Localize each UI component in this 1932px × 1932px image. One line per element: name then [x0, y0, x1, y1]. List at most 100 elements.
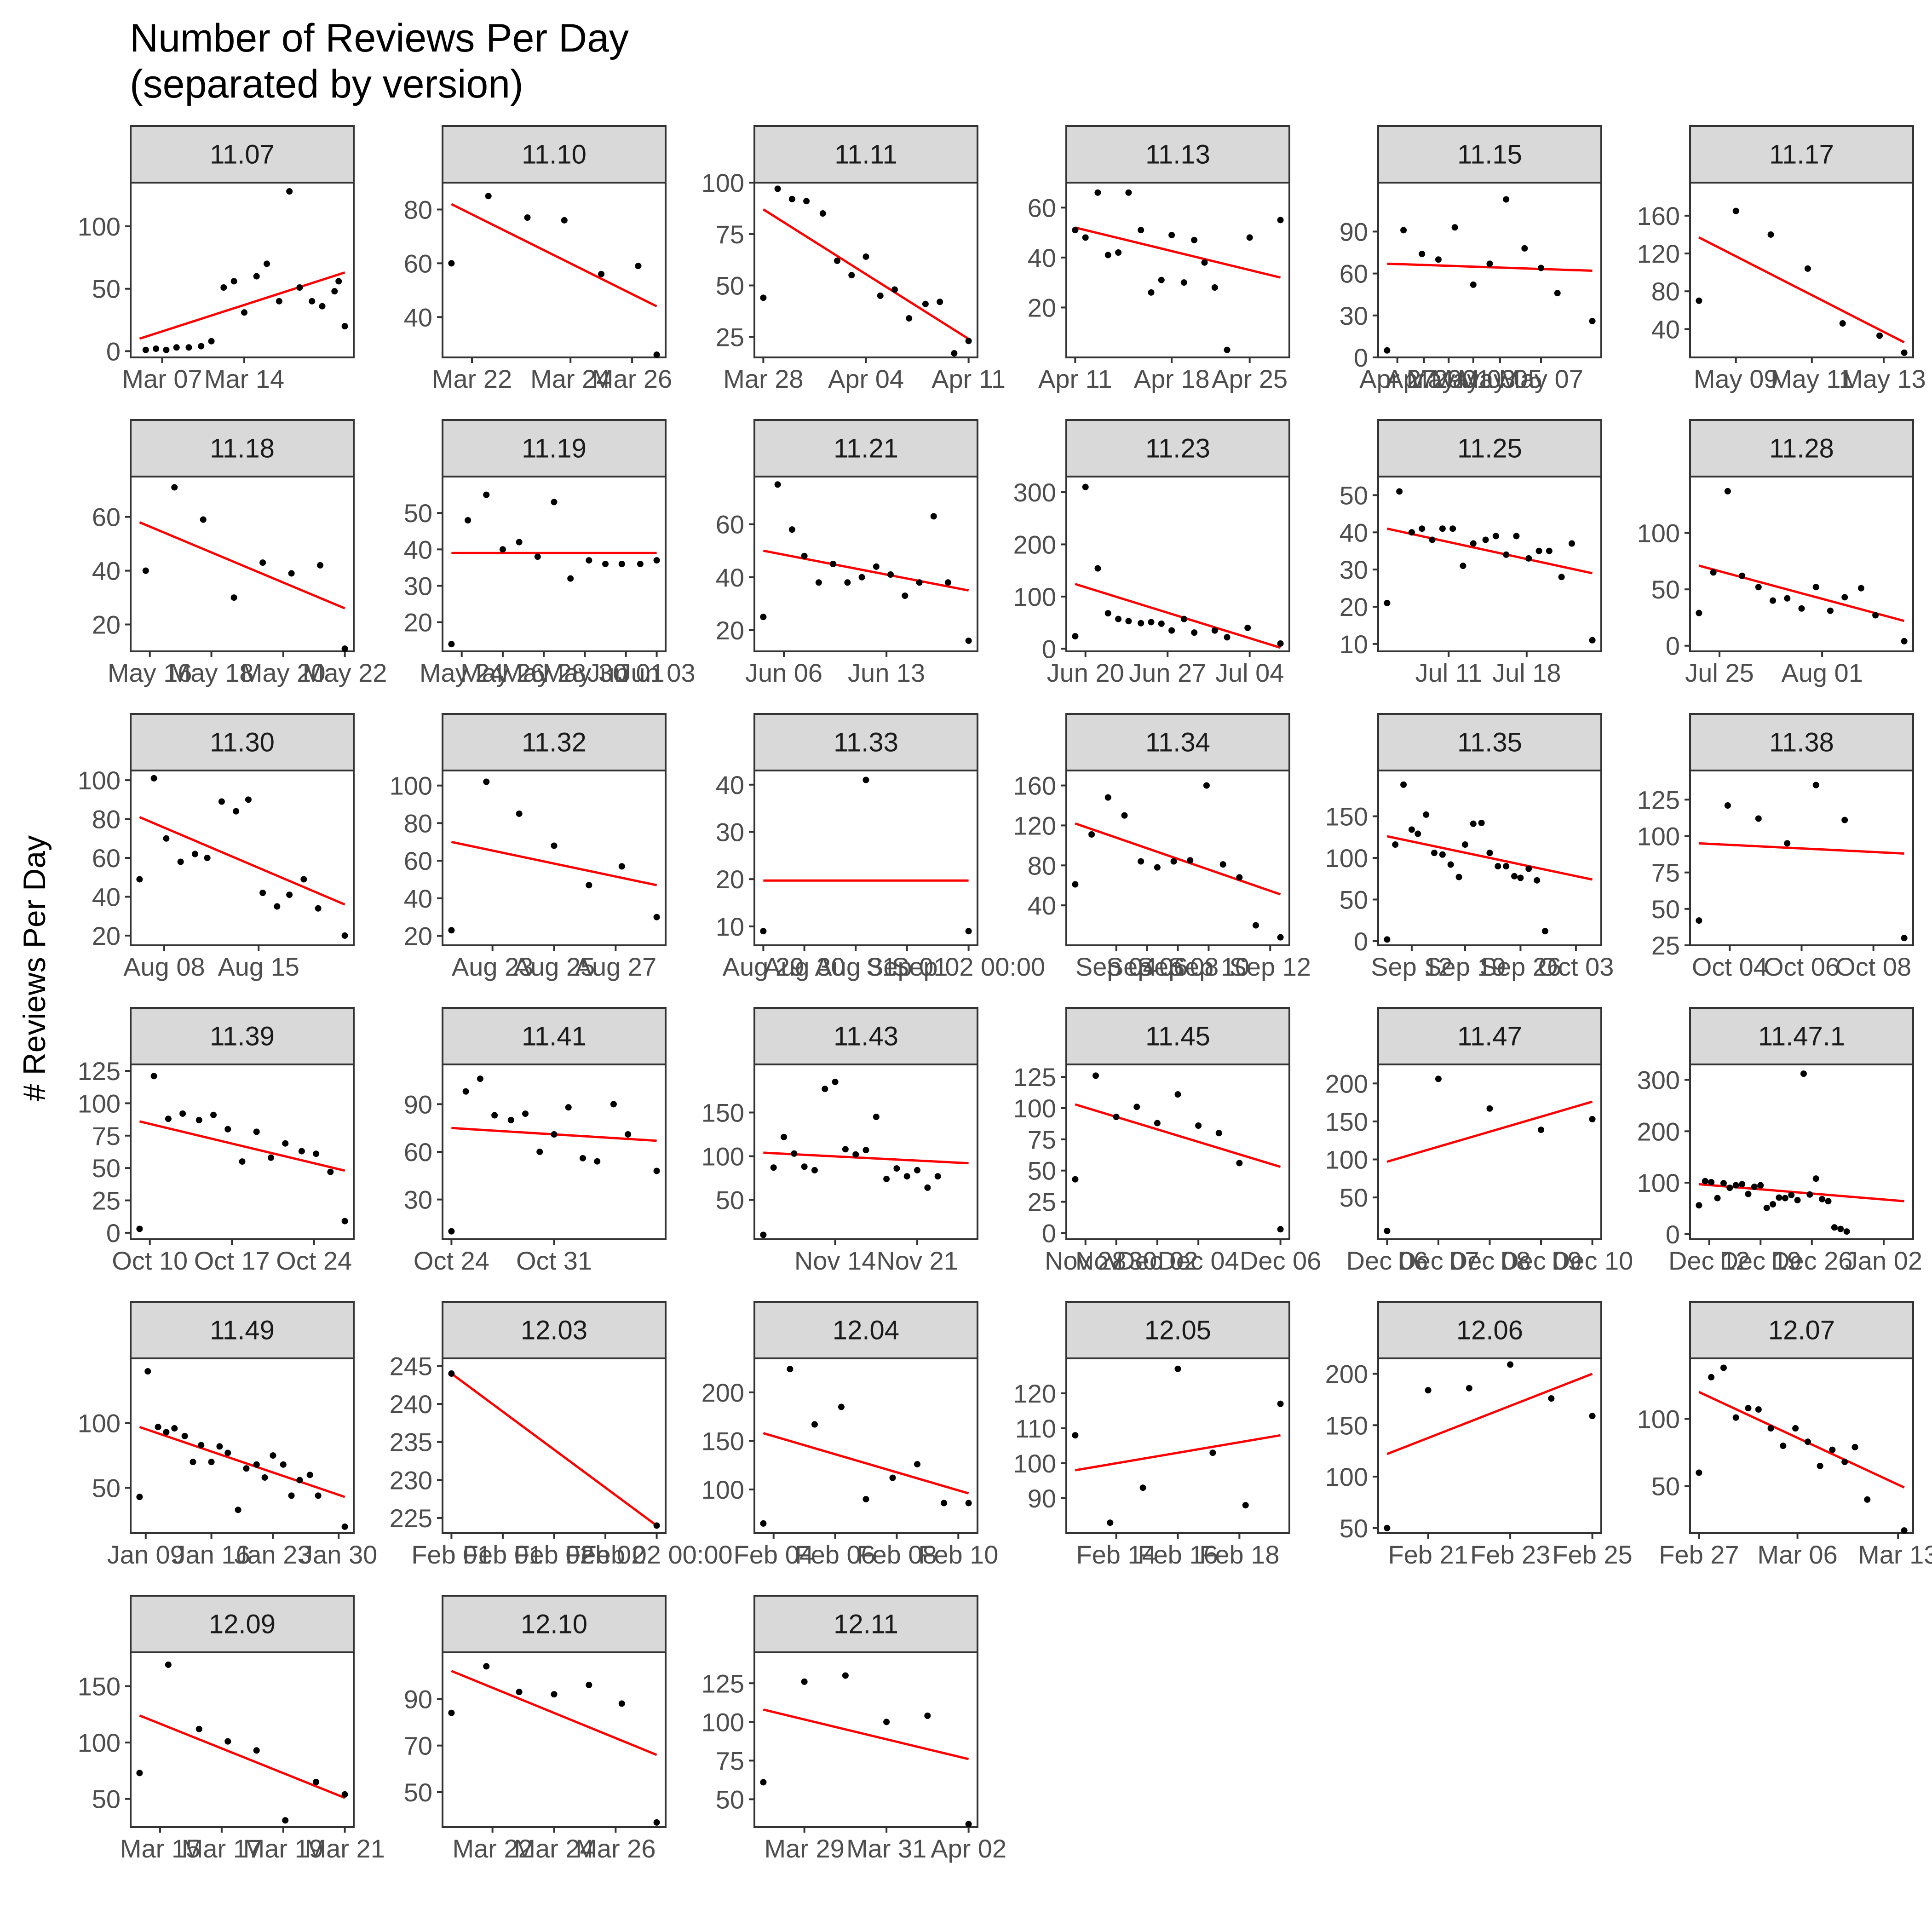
data-point — [1277, 217, 1284, 224]
data-point — [1219, 861, 1226, 868]
x-tick-label: Sep 01 — [866, 952, 948, 981]
x-tick-label: Dec 06 — [1240, 1246, 1321, 1275]
data-point — [862, 776, 869, 783]
facet-plot-area — [1689, 770, 1914, 946]
y-tick-label: 100 — [1637, 519, 1680, 548]
x-tick-label: Jun 03 — [618, 658, 696, 687]
y-tick-label: 90 — [1028, 1484, 1056, 1513]
y-tick-label: 100 — [702, 168, 744, 197]
trend-line — [1387, 262, 1593, 272]
y-tick-label: 40 — [716, 770, 744, 799]
data-point — [1751, 1184, 1758, 1190]
y-tick-label: 20 — [404, 922, 432, 951]
y-tick-label: 75 — [1028, 1125, 1056, 1154]
y-tick-label: 50 — [1651, 1472, 1680, 1501]
data-point — [296, 1477, 303, 1484]
y-tick-label: 200 — [1637, 1117, 1680, 1146]
facet-strip-label: 11.49 — [210, 1316, 275, 1346]
data-point — [944, 579, 951, 586]
data-point — [653, 351, 660, 358]
y-tick-label: 100 — [1013, 1449, 1056, 1478]
facet-strip — [1065, 1301, 1290, 1359]
data-point — [298, 1148, 305, 1155]
data-point — [1745, 1190, 1752, 1197]
y-tick-label: 100 — [702, 1708, 744, 1736]
data-point — [1517, 874, 1524, 881]
data-point — [586, 882, 592, 889]
data-point — [1819, 1196, 1826, 1202]
x-tick-label: Apr 25 — [1212, 364, 1288, 393]
data-point — [315, 905, 322, 912]
y-tick-label: 0 — [1666, 1220, 1680, 1249]
y-tick-label: 50 — [716, 1785, 744, 1814]
y-tick-label: 60 — [92, 503, 121, 532]
data-point — [1901, 1527, 1908, 1534]
data-point — [586, 557, 592, 564]
data-point — [760, 1520, 767, 1527]
x-tick-label: Dec 10 — [1552, 1246, 1633, 1275]
facet-strip-label: 12.03 — [521, 1316, 587, 1346]
x-tick-label: Jan 30 — [300, 1540, 377, 1569]
facet-strip-label: 11.13 — [1145, 140, 1210, 170]
facet-strip-label: 11.43 — [834, 1022, 898, 1052]
data-point — [1857, 585, 1864, 592]
facet-plot-area — [130, 1357, 355, 1534]
data-point — [516, 539, 523, 546]
y-tick-label: 0 — [1354, 343, 1368, 372]
data-point — [288, 1492, 295, 1499]
data-point — [448, 927, 455, 934]
data-point — [327, 1168, 334, 1175]
y-tick-label: 0 — [106, 337, 121, 366]
x-tick-label: Oct 24 — [276, 1246, 352, 1275]
facet-strip-label: 11.19 — [522, 434, 586, 464]
data-point — [1449, 525, 1456, 532]
data-point — [1554, 290, 1561, 297]
data-point — [1460, 563, 1466, 569]
facet-panel: 12.06 50 100 150 200 Feb 21 Feb 23 Feb 25 — [1325, 1301, 1633, 1569]
x-tick-label: Mar 24 — [514, 1834, 594, 1863]
data-point — [286, 188, 293, 195]
data-point — [832, 1079, 839, 1085]
x-tick-label: Apr 11 — [1038, 364, 1112, 393]
data-point — [1277, 1226, 1284, 1233]
x-tick-label: May 13 — [1841, 364, 1926, 393]
data-point — [224, 1449, 231, 1456]
data-point — [274, 903, 281, 910]
x-tick-label: Mar 26 — [575, 1834, 656, 1863]
trend-line — [1386, 527, 1593, 575]
facet-plot-area — [442, 182, 667, 358]
data-point — [1507, 1361, 1514, 1368]
facet-strip-label: 11.41 — [522, 1022, 586, 1052]
facet-panel: 11.21 20 40 60 Jun 06 Jun 13 — [716, 419, 978, 687]
trend-line — [763, 1151, 969, 1165]
x-tick-label: Mar 31 — [846, 1834, 926, 1863]
x-tick-label: Dec 07 — [1397, 1246, 1479, 1275]
data-point — [653, 1167, 660, 1174]
x-tick-label: Apr 29 — [1386, 364, 1462, 393]
data-point — [1125, 189, 1132, 196]
facet-strip — [753, 125, 978, 184]
y-tick-label: 50 — [92, 1154, 121, 1183]
x-tick-label: Oct 04 — [1692, 952, 1768, 981]
x-tick-label: Feb 18 — [1199, 1540, 1279, 1569]
data-point — [1486, 850, 1493, 857]
trend-line — [763, 208, 969, 340]
data-point — [448, 641, 455, 648]
data-point — [848, 272, 855, 279]
trend-line — [763, 549, 969, 592]
facet-strip-label: 12.06 — [1456, 1316, 1523, 1346]
y-tick-label: 60 — [1028, 193, 1056, 222]
facet-plot-area — [442, 1651, 667, 1828]
y-tick-label: 50 — [404, 499, 432, 528]
y-tick-label: 120 — [1637, 239, 1680, 268]
data-point — [1546, 547, 1552, 554]
x-tick-label: Feb 21 — [1388, 1540, 1468, 1569]
y-tick-label: 30 — [716, 818, 744, 847]
data-point — [1521, 245, 1528, 252]
data-point — [653, 1522, 660, 1529]
x-tick-label: Sep 02 00:00 — [892, 952, 1045, 981]
data-point — [534, 553, 541, 560]
data-point — [465, 517, 472, 523]
data-point — [1876, 332, 1883, 339]
data-point — [602, 561, 609, 567]
